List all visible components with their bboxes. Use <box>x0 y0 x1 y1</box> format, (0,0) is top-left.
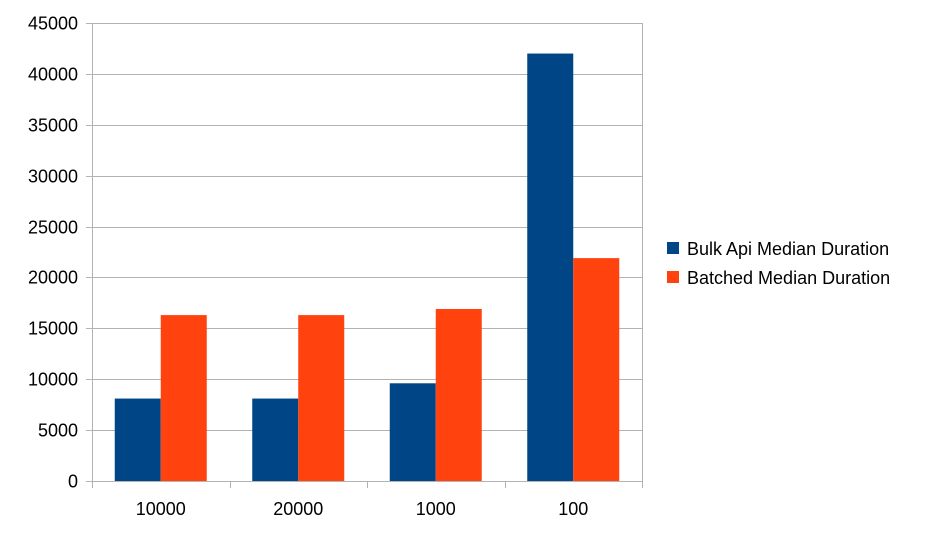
y-tick-label: 45000 <box>28 14 78 34</box>
bar-bulk-api-median-duration-10000 <box>114 398 161 481</box>
y-tick-label: 35000 <box>28 116 78 136</box>
legend-swatch <box>667 271 679 283</box>
bar-batched-median-duration-1000 <box>435 308 482 481</box>
y-tick-label: 40000 <box>28 65 78 85</box>
x-tick-label: 100 <box>558 499 588 519</box>
x-tick-label: 20000 <box>273 499 323 519</box>
y-tick-label: 25000 <box>28 218 78 238</box>
bar-bulk-api-median-duration-1000 <box>389 383 436 481</box>
y-tick-label: 0 <box>68 472 78 492</box>
y-tick-label: 20000 <box>28 268 78 288</box>
legend-label: Batched Median Duration <box>687 268 890 288</box>
bars <box>114 53 620 482</box>
axes: 0 5000 10000 15000 20000 25000 30000 35000 40000… <box>28 14 643 519</box>
legend-swatch <box>667 242 679 254</box>
y-tick-label: 10000 <box>28 370 78 390</box>
legend: Bulk Api Median Duration Batched Median D… <box>667 239 890 288</box>
y-tick-label: 15000 <box>28 319 78 339</box>
bar-bulk-api-median-duration-100 <box>527 53 574 482</box>
y-tick-label: 30000 <box>28 167 78 187</box>
y-tick-label: 5000 <box>38 421 78 441</box>
x-tick-label: 1000 <box>416 499 456 519</box>
x-tick-label: 10000 <box>136 499 186 519</box>
legend-label: Bulk Api Median Duration <box>687 239 889 259</box>
bar-batched-median-duration-100 <box>573 258 620 481</box>
bar-batched-median-duration-20000 <box>298 315 345 481</box>
bar-bulk-api-median-duration-20000 <box>252 398 299 481</box>
bar-batched-median-duration-10000 <box>160 315 207 481</box>
